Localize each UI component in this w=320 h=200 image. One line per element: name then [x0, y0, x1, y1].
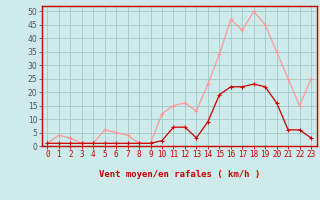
X-axis label: Vent moyen/en rafales ( km/h ): Vent moyen/en rafales ( km/h ): [99, 170, 260, 179]
